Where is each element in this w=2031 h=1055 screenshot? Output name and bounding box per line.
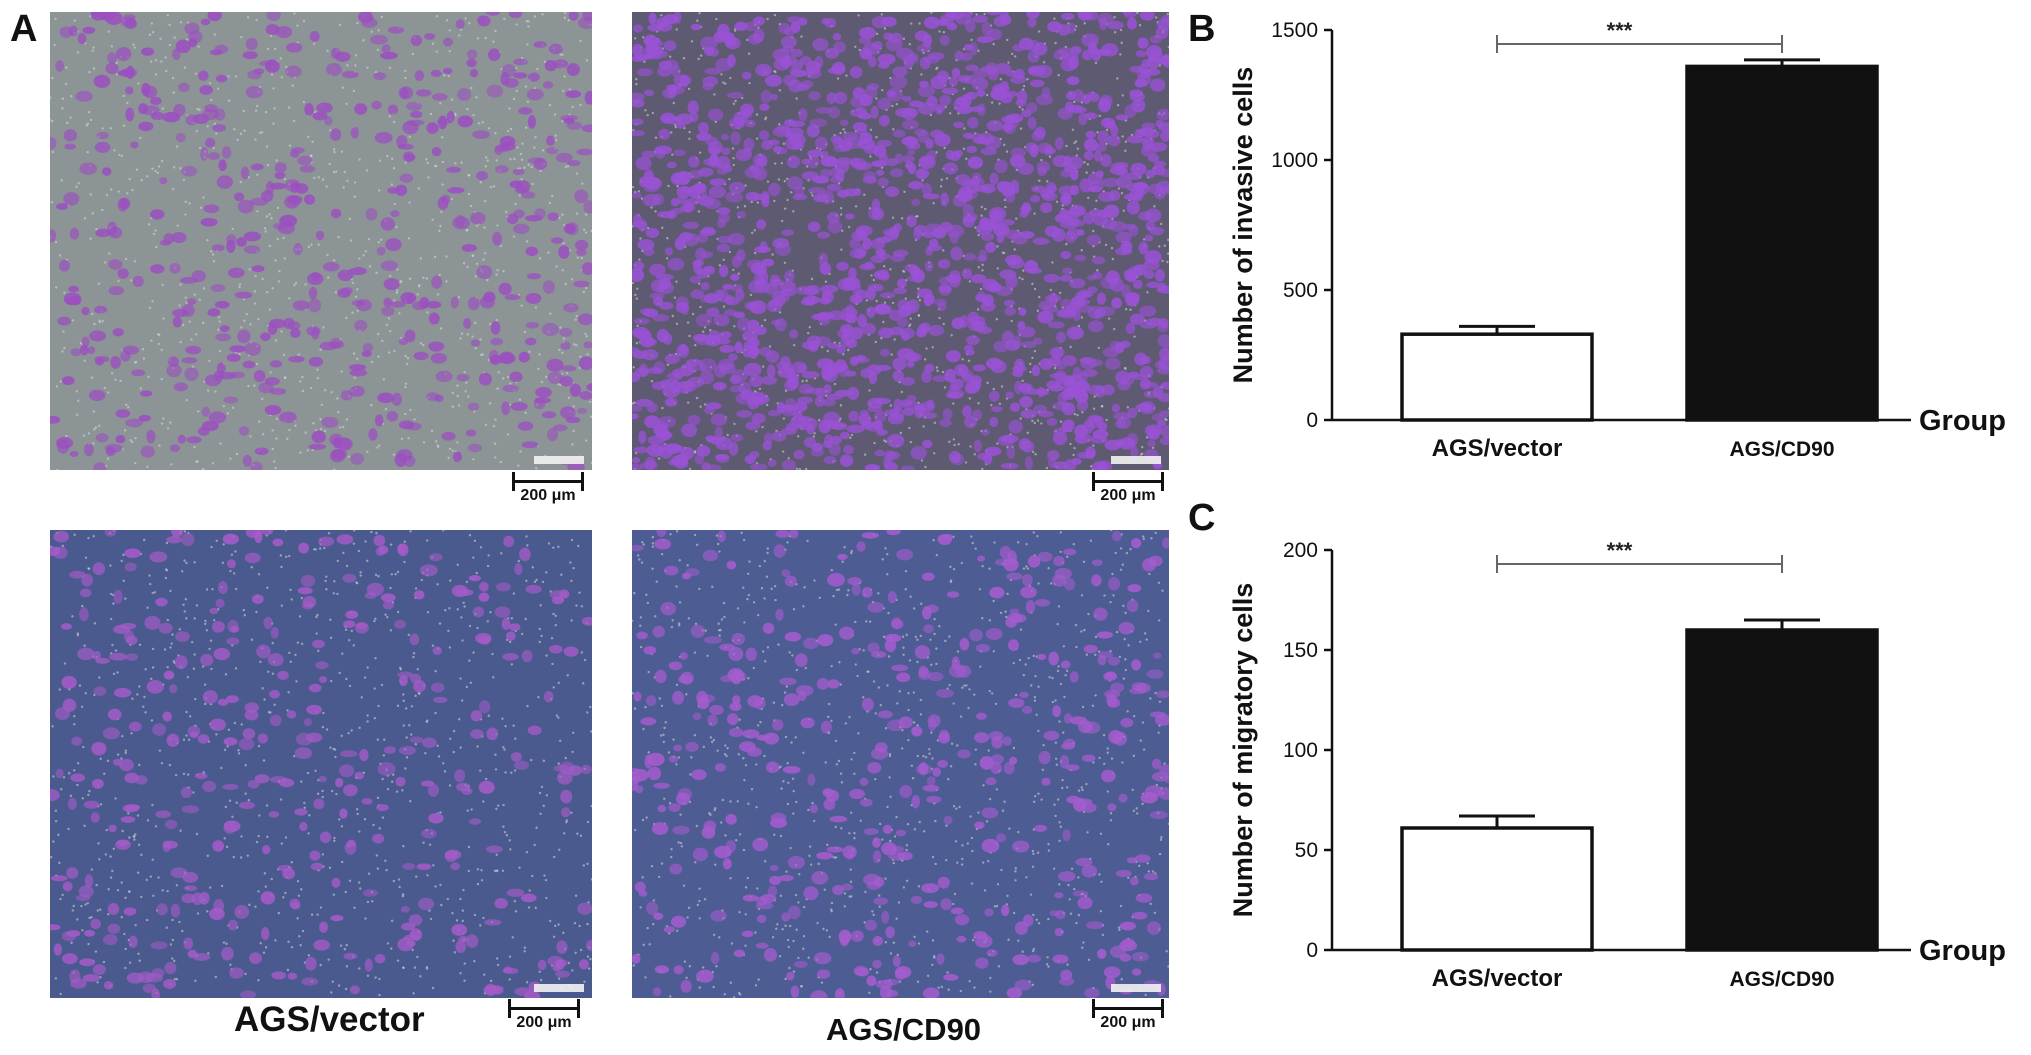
y-tick-label: 100 — [1283, 739, 1318, 762]
x-tick-label: AGS/CD90 — [1729, 968, 1834, 991]
micrograph-invasion-cd90 — [632, 12, 1169, 470]
group-label-cd90: AGS/CD90 — [826, 1012, 982, 1047]
micrograph-migration-cd90 — [632, 530, 1169, 998]
x-tick-label: AGS/vector — [1432, 435, 1563, 462]
chart-b: 0 500 1000 1500 Number of invasive cells Grou… — [1228, 18, 2006, 462]
bar — [1400, 826, 1594, 952]
x-axis-label: Group — [1919, 405, 2006, 437]
y-tick-label: 1500 — [1271, 19, 1318, 42]
x-tick-label: AGS/CD90 — [1729, 438, 1834, 461]
bar — [1685, 64, 1879, 422]
micrograph-migration-vector — [50, 530, 592, 998]
group-label-vector: AGS/vector — [234, 1000, 425, 1039]
y-tick-label: 200 — [1283, 539, 1318, 562]
panel-letter-a: A — [10, 8, 38, 50]
x-tick-label: AGS/vector — [1432, 965, 1563, 992]
y-axis-label: Number of migratory cells — [1228, 583, 1258, 918]
y-tick-label: 1000 — [1271, 149, 1318, 172]
scale-bar-label: 200 μm — [1100, 1014, 1156, 1031]
y-tick-label: 0 — [1306, 939, 1318, 962]
significance-label: *** — [1607, 18, 1633, 43]
scale-bar-label: 200 μm — [1100, 487, 1156, 504]
y-tick-label: 150 — [1283, 639, 1318, 662]
chart-c: 0 50 100 150 200 Number of migratory cells Gro… — [1228, 538, 2006, 992]
y-tick-label: 500 — [1283, 279, 1318, 302]
scale-bar: 200 μm — [512, 470, 584, 505]
y-tick-label: 0 — [1306, 409, 1318, 432]
micrograph-invasion-vector — [50, 12, 592, 470]
scale-bar-label: 200 μm — [516, 1014, 572, 1031]
y-tick-label: 50 — [1295, 839, 1318, 862]
scale-bar: 200 μm — [1092, 997, 1164, 1032]
scale-bar: 200 μm — [508, 997, 580, 1032]
x-axis-label: Group — [1919, 935, 2006, 967]
significance-label: *** — [1607, 538, 1633, 563]
scale-bar: 200 μm — [1092, 470, 1164, 505]
panel-letter-c: C — [1188, 497, 1216, 539]
y-axis-label: Number of invasive cells — [1228, 67, 1258, 384]
bar — [1685, 628, 1879, 952]
bar — [1400, 332, 1594, 422]
panel-letter-b: B — [1188, 8, 1216, 50]
scale-bar-label: 200 μm — [520, 487, 576, 504]
